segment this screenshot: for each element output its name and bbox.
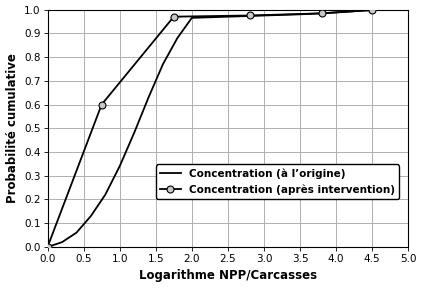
Concentration (à l’origine) <box>117 164 122 168</box>
Concentration (à l’origine) <box>333 11 338 14</box>
Concentration (à l’origine) <box>45 245 50 249</box>
Concentration (après intervention) <box>45 245 50 249</box>
Concentration (après intervention) <box>370 8 375 12</box>
Concentration (à l’origine) <box>132 131 137 135</box>
Concentration (après intervention) <box>99 103 104 106</box>
Concentration (après intervention) <box>247 14 252 17</box>
Line: Concentration (après intervention): Concentration (après intervention) <box>44 7 376 251</box>
Y-axis label: Probabilité cumulative: Probabilité cumulative <box>5 53 19 203</box>
Concentration (à l’origine) <box>370 8 375 12</box>
Concentration (à l’origine) <box>298 13 303 16</box>
Concentration (à l’origine) <box>60 240 65 244</box>
Legend: Concentration (à l’origine), Concentration (après intervention): Concentration (à l’origine), Concentrati… <box>156 164 399 199</box>
Concentration (à l’origine) <box>225 15 230 18</box>
Concentration (à l’origine) <box>261 14 266 17</box>
Concentration (à l’origine) <box>247 14 252 18</box>
Concentration (à l’origine) <box>88 214 93 218</box>
X-axis label: Logarithme NPP/Carcasses: Logarithme NPP/Carcasses <box>139 270 317 283</box>
Concentration (à l’origine) <box>175 36 180 40</box>
Concentration (à l’origine) <box>146 96 151 99</box>
Line: Concentration (à l’origine): Concentration (à l’origine) <box>48 10 372 247</box>
Concentration (à l’origine) <box>160 62 165 66</box>
Concentration (après intervention) <box>319 12 324 15</box>
Concentration (après intervention) <box>171 15 176 18</box>
Concentration (à l’origine) <box>189 16 195 20</box>
Concentration (à l’origine) <box>103 193 108 196</box>
Concentration (à l’origine) <box>74 231 79 234</box>
Concentration (à l’origine) <box>319 12 324 15</box>
